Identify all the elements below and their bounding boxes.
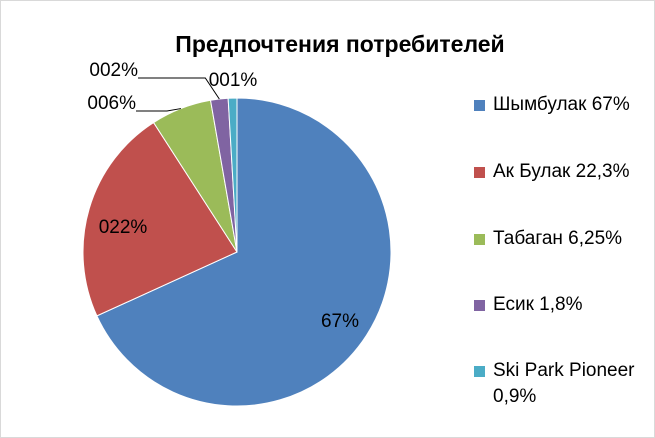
data-label: 022% — [99, 217, 148, 238]
chart-title: Предпочтения потребителей — [175, 31, 504, 57]
leader-line — [136, 108, 182, 112]
legend-swatch — [474, 100, 485, 111]
data-label: 001% — [209, 70, 258, 91]
legend-label: Ак Булак 22,3% — [493, 161, 630, 182]
legend-item: Шымбулак 67% — [474, 92, 650, 118]
legend-label: Ski Park Pioneer 0,9% — [493, 360, 635, 407]
legend-swatch — [474, 167, 485, 178]
pie-slice — [82, 121, 238, 317]
legend-item: Есик 1,8% — [474, 292, 650, 318]
legend-swatch — [474, 234, 485, 245]
legend-item: Табаган 6,25% — [474, 226, 650, 252]
pie-slice — [96, 97, 392, 407]
legend-label: Шымбулак 67% — [493, 94, 630, 115]
legend-swatch — [474, 366, 485, 377]
legend-item: Ак Булак 22,3% — [474, 159, 650, 185]
data-label: 006% — [87, 93, 136, 114]
data-label: 002% — [89, 60, 138, 81]
legend-label: Табаган 6,25% — [493, 228, 623, 249]
legend-item: Ski Park Pioneer 0,9% — [474, 358, 650, 410]
legend-swatch — [474, 300, 485, 311]
leader-line — [138, 77, 220, 100]
data-label: 67% — [321, 311, 359, 332]
pie-slice — [227, 97, 238, 253]
legend-label: Есик 1,8% — [493, 294, 583, 315]
